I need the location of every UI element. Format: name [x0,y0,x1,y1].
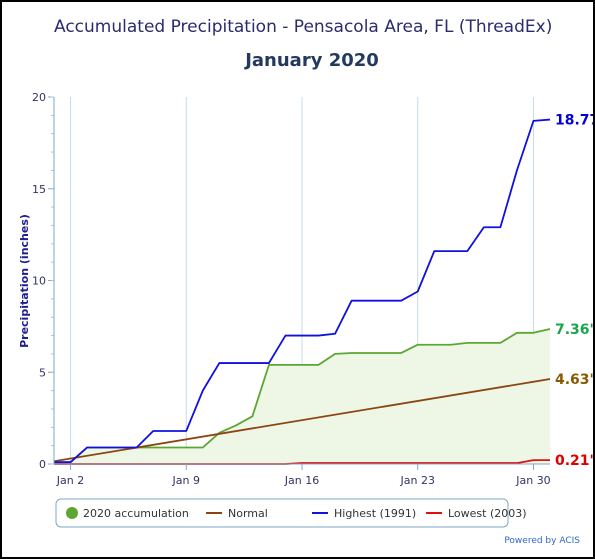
legend[interactable]: 2020 accumulation Normal Highest (1991) Low… [55,498,527,528]
axes: Jan 2 Jan 9 Jan 16 Jan 23 Jan 30 0 5 10 15 20 [32,91,551,487]
y-tick-label: 5 [39,366,46,379]
credit-text[interactable]: Powered by ACIS [504,536,580,546]
y-tick-label: 0 [39,458,46,471]
y-tick-label: 20 [32,91,46,104]
area-fill [54,328,550,464]
y-tick-label: 10 [32,275,46,288]
end-labels: 7.36" 4.63" 18.77" 0.21" [555,113,593,470]
legend-item-accum[interactable]: 2020 accumulation [83,507,189,520]
end-value-label-highest: 18.77" [555,113,593,129]
end-value-label-accum: 7.36" [555,322,593,338]
y-axis-label: Precipitation (inches) [18,214,31,348]
legend-item-lowest[interactable]: Lowest (2003) [448,507,527,520]
x-tick-label: Jan 23 [400,474,435,487]
x-tick-label: Jan 2 [56,474,84,487]
series-line-highest[interactable] [54,118,551,464]
end-value-label-lowest: 0.21" [555,453,593,469]
chart-subtitle: January 2020 [243,50,379,71]
legend-item-highest[interactable]: Highest (1991) [334,507,416,520]
y-tick-label: 15 [32,183,46,196]
x-tick-label: Jan 30 [515,474,550,487]
chart-title: Accumulated Precipitation - Pensacola Ar… [54,17,552,37]
legend-marker-accum[interactable] [66,507,78,519]
end-value-label-normal: 4.63" [555,372,593,388]
legend-item-normal[interactable]: Normal [228,507,268,520]
legend-box [55,498,509,528]
series-area-accum [54,328,550,464]
x-tick-label: Jan 16 [284,474,319,487]
x-tick-label: Jan 9 [172,474,200,487]
